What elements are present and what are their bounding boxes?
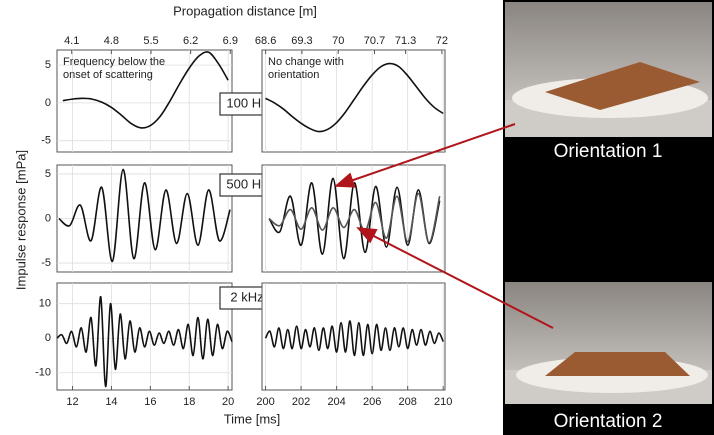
y-tick-label: 10 xyxy=(39,298,51,310)
top-tick-label: 69.3 xyxy=(291,35,312,47)
top-tick-label: 4.1 xyxy=(64,35,79,47)
photo-2 xyxy=(505,282,712,404)
y-tick-label: 5 xyxy=(45,168,51,180)
x-tick-label: 20 xyxy=(222,396,234,408)
x-tick-label: 200 xyxy=(256,396,274,408)
y-tick-label: 5 xyxy=(45,59,51,71)
plots: 5 0 -5 4.1 4.8 5.5 6.2 6.9 Frequency below theon… xyxy=(35,35,452,408)
top-tick-label: 6.2 xyxy=(183,35,198,47)
annotation: onset of scattering xyxy=(63,69,153,81)
photo-caption: Orientation 2 xyxy=(554,411,663,432)
panel-label: 500 Hz xyxy=(226,176,267,191)
arrow xyxy=(356,227,554,329)
top-tick-label: 70 xyxy=(332,35,344,47)
y-tick-label: -5 xyxy=(41,135,51,147)
x-tick-label: 14 xyxy=(105,396,117,408)
y-tick-label: -10 xyxy=(35,367,51,379)
top-tick-label: 4.8 xyxy=(104,35,119,47)
top-tick-label: 71.3 xyxy=(395,35,416,47)
x-tick-label: 208 xyxy=(399,396,417,408)
x-tick-label: 16 xyxy=(144,396,156,408)
top-tick-label: 72 xyxy=(436,35,448,47)
x-tick-label: 204 xyxy=(327,396,345,408)
annotation: orientation xyxy=(268,69,319,81)
x-tick-label: 12 xyxy=(66,396,78,408)
top-axis-label: Propagation distance [m] xyxy=(173,3,317,18)
waveform xyxy=(265,62,444,133)
top-tick-label: 5.5 xyxy=(143,35,158,47)
waveform xyxy=(56,295,233,388)
y-tick-label: -5 xyxy=(41,257,51,269)
arrow xyxy=(334,123,516,188)
top-tick-label: 6.9 xyxy=(223,35,238,47)
waveform xyxy=(58,168,231,263)
annotation: Frequency below the xyxy=(63,56,165,68)
y-tick-label: 0 xyxy=(45,332,51,344)
x-tick-label: 202 xyxy=(292,396,310,408)
panel-label: 100 Hz xyxy=(226,95,267,110)
waveform xyxy=(264,320,444,357)
photo-1 xyxy=(505,2,712,137)
top-tick-label: 70.7 xyxy=(364,35,385,47)
plot-frame xyxy=(56,282,233,391)
plot-frame xyxy=(261,282,446,391)
top-tick-label: 68.6 xyxy=(255,35,276,47)
photo-caption: Orientation 1 xyxy=(554,141,663,162)
x-tick-label: 206 xyxy=(363,396,381,408)
waveform xyxy=(62,51,229,129)
y-tick-label: 0 xyxy=(45,212,51,224)
x-tick-label: 18 xyxy=(183,396,195,408)
y-axis-label: Impulse response [mPa] xyxy=(13,150,28,290)
x-axis-label: Time [ms] xyxy=(224,411,281,426)
x-tick-label: 210 xyxy=(434,396,452,408)
panel-label: 2 kHz xyxy=(230,289,263,304)
y-tick-label: 0 xyxy=(45,97,51,109)
plot-frame xyxy=(261,164,446,273)
annotation: No change with xyxy=(268,56,344,68)
waveform xyxy=(268,192,441,244)
